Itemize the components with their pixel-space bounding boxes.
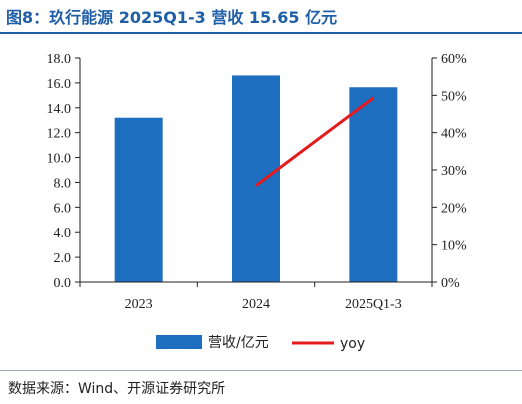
- bar-series: [114, 75, 398, 282]
- right-tick-label: 60%: [441, 52, 467, 67]
- category-label-2025Q1-3: 2025Q1-3: [345, 297, 402, 312]
- legend: 营收/亿元 yoy: [156, 335, 365, 352]
- left-tick-label: 2.0: [54, 251, 72, 266]
- bar-2025Q1-3: [349, 87, 398, 282]
- line-series: [255, 96, 375, 187]
- left-axis-ticks: 0.0 2.0 4.0 6.0 8.0 10.0 12.0 14.0 16.0 18.0: [47, 52, 80, 291]
- left-tick-label: 6.0: [54, 201, 72, 216]
- right-axis-ticks: 0% 10% 20% 30% 40% 50% 60%: [432, 52, 467, 291]
- axes: [79, 58, 433, 283]
- right-tick-label: 50%: [441, 89, 467, 104]
- right-tick-label: 20%: [441, 201, 467, 216]
- legend-swatch-bar: [156, 335, 202, 349]
- right-tick-label: 40%: [441, 127, 467, 142]
- left-tick-label: 0.0: [54, 276, 72, 291]
- category-label-2024: 2024: [242, 297, 270, 312]
- left-tick-label: 10.0: [47, 152, 72, 167]
- left-tick-label: 8.0: [54, 176, 72, 191]
- bar-2023: [114, 117, 163, 282]
- category-labels: 2023 2024 2025Q1-3: [79, 282, 433, 312]
- category-label-2023: 2023: [125, 297, 153, 312]
- left-tick-label: 14.0: [47, 102, 72, 117]
- legend-label-line: yoy: [340, 336, 365, 352]
- left-tick-label: 16.0: [47, 77, 72, 92]
- left-tick-label: 4.0: [54, 226, 72, 241]
- right-tick-label: 30%: [441, 164, 467, 179]
- chart-title: 图8：玖行能源 2025Q1-3 营收 15.65 亿元: [6, 8, 338, 27]
- title-divider: [0, 32, 522, 34]
- left-tick-label: 12.0: [47, 127, 72, 142]
- source-divider: [0, 370, 522, 371]
- bar-2024: [232, 75, 280, 282]
- yoy-line: [255, 96, 375, 187]
- legend-label-bar: 营收/亿元: [208, 335, 269, 351]
- source-note: 数据来源：Wind、开源证券研究所: [8, 381, 226, 397]
- right-tick-label: 10%: [441, 239, 467, 254]
- left-tick-label: 18.0: [47, 52, 72, 67]
- right-tick-label: 0%: [441, 276, 460, 291]
